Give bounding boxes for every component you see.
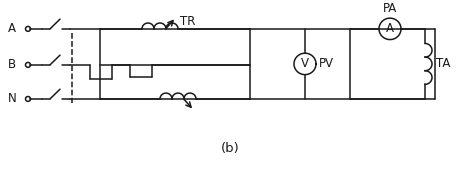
Text: B: B	[8, 58, 16, 71]
Text: TA: TA	[435, 57, 449, 70]
Text: (b): (b)	[220, 142, 239, 155]
Text: PV: PV	[318, 57, 333, 70]
Text: V: V	[300, 57, 308, 70]
Text: PA: PA	[382, 2, 396, 15]
Text: TR: TR	[179, 15, 195, 28]
Text: N: N	[8, 92, 17, 105]
Text: A: A	[385, 22, 393, 35]
Text: A: A	[8, 22, 16, 35]
